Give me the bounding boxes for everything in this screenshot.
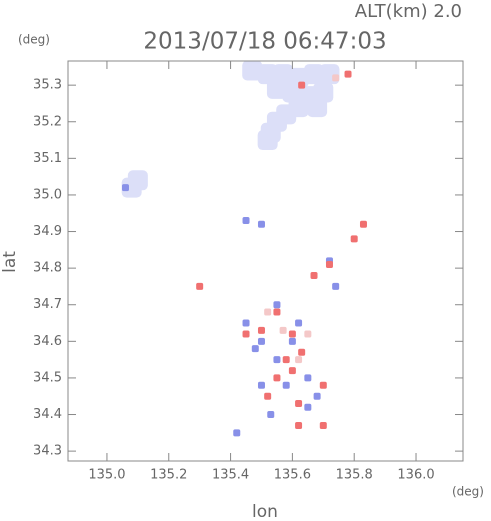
echo-point: [295, 400, 303, 408]
echo-point: [257, 381, 265, 389]
x-tick-label: 135.4: [212, 468, 249, 483]
echo-point: [350, 235, 358, 243]
y-axis-label: lat: [0, 251, 20, 273]
y-tick-label: 34.4: [33, 407, 62, 422]
echo-point: [251, 345, 259, 353]
echo-point: [267, 411, 275, 419]
y-tick-label: 34.9: [33, 224, 62, 239]
y-tick-label: 35.2: [33, 114, 62, 129]
y-tick-label: 34.3: [33, 444, 62, 459]
echo-point: [304, 403, 312, 411]
plot-frame: [67, 60, 464, 462]
echo-point: [196, 282, 204, 290]
echo-point: [332, 282, 340, 290]
echo-point: [319, 422, 327, 430]
echo-point: [295, 356, 303, 364]
y-tick-label: 35.3: [33, 78, 62, 93]
echo-point: [304, 330, 312, 338]
x-axis-label: lon: [252, 502, 278, 521]
echo-point: [325, 260, 333, 268]
echo-point: [273, 301, 281, 309]
echo-point: [257, 220, 265, 228]
x-tick-label: 135.0: [88, 468, 125, 483]
echo-point: [298, 348, 306, 356]
echo-point: [288, 330, 296, 338]
echo-point: [319, 381, 327, 389]
x-tick-label: 135.2: [150, 468, 187, 483]
chart-title: 2013/07/18 06:47:03: [143, 29, 386, 55]
echo-point: [242, 217, 250, 225]
echo-point: [310, 271, 318, 279]
echo-point: [304, 374, 312, 382]
plot-area: [121, 60, 367, 437]
chart-subtitle: ALT(km) 2.0: [355, 1, 462, 22]
echo-point: [288, 367, 296, 375]
echo-point: [266, 78, 287, 99]
echo-point: [344, 70, 352, 78]
echo-point: [332, 74, 340, 82]
echo-point: [273, 356, 281, 364]
echo-point: [304, 64, 325, 85]
echo-point: [257, 337, 265, 345]
echo-point: [242, 319, 250, 327]
echo-point: [121, 184, 129, 192]
echo-point: [121, 177, 142, 198]
echo-point: [307, 97, 328, 118]
y-tick-label: 34.8: [33, 261, 62, 276]
echo-point: [273, 374, 281, 382]
echo-point: [233, 429, 241, 437]
echo-point: [359, 220, 367, 228]
y-tick-label: 34.7: [33, 297, 62, 312]
echo-point: [282, 381, 290, 389]
y-tick-label: 34.6: [33, 334, 62, 349]
echo-point: [242, 330, 250, 338]
echo-point: [295, 422, 303, 430]
x-tick-label: 136.0: [397, 468, 434, 483]
x-tick-label: 135.6: [274, 468, 311, 483]
y-tick-label: 35.0: [33, 187, 62, 202]
echo-point: [242, 60, 263, 81]
x-unit: (deg): [452, 485, 484, 499]
echo-point: [282, 356, 290, 364]
echo-point: [288, 337, 296, 345]
x-tick-label: 135.8: [336, 468, 373, 483]
y-tick-label: 35.1: [33, 151, 62, 166]
echo-point: [295, 319, 303, 327]
echo-point: [264, 392, 272, 400]
echo-point: [257, 130, 278, 151]
echo-point: [257, 326, 265, 334]
y-unit: (deg): [18, 33, 50, 47]
y-tick-label: 34.5: [33, 370, 62, 385]
echo-point: [298, 81, 306, 89]
echo-point: [273, 308, 281, 316]
echo-point: [264, 308, 272, 316]
echo-point: [313, 392, 321, 400]
echo-point: [279, 326, 287, 334]
